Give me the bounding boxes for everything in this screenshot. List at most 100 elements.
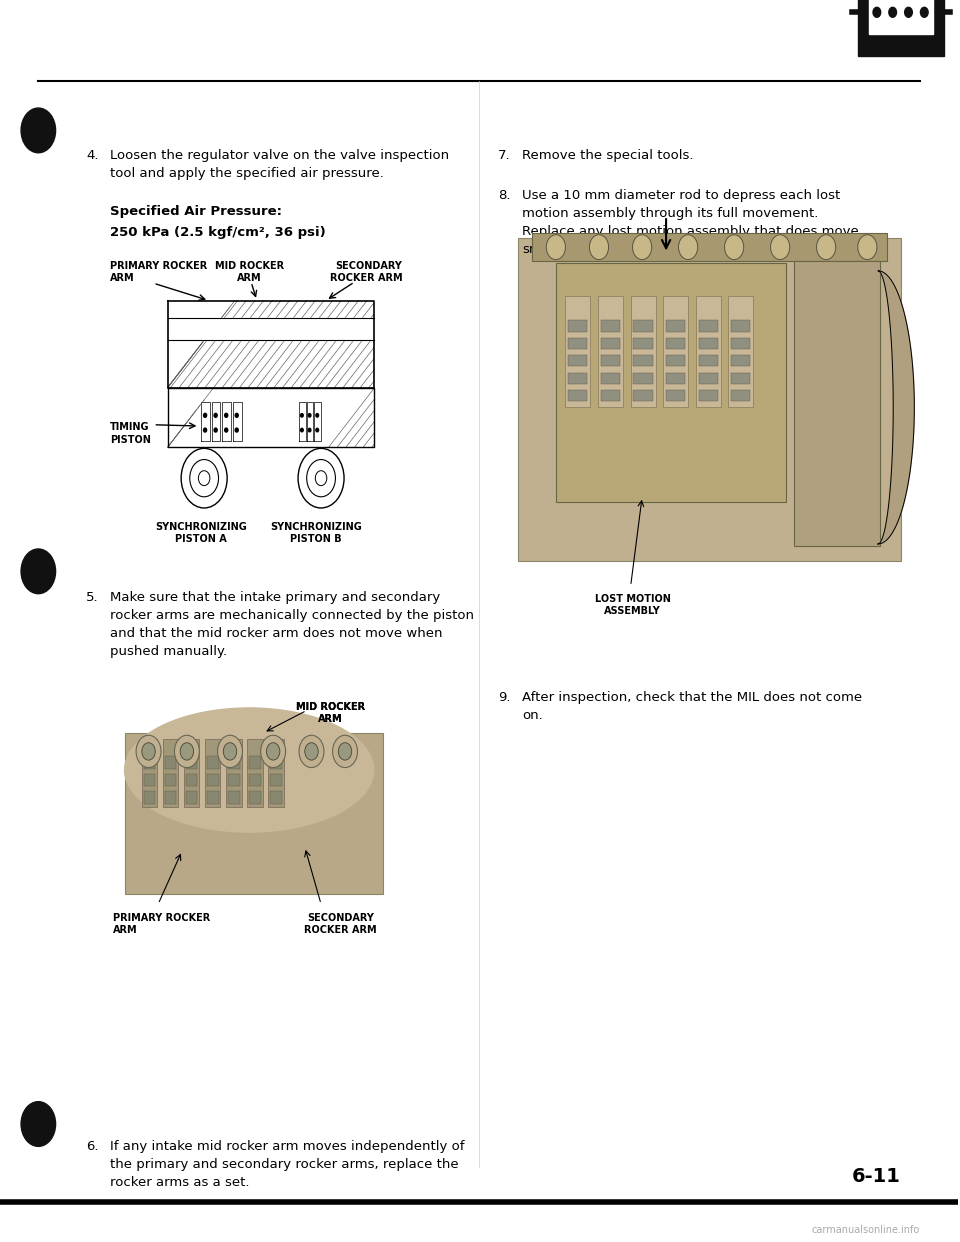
Bar: [532, 233, 886, 261]
Bar: [271, 774, 282, 786]
Bar: [732, 338, 751, 349]
Bar: [205, 739, 221, 807]
Bar: [269, 739, 284, 807]
Circle shape: [235, 414, 238, 417]
Bar: [568, 373, 588, 384]
Circle shape: [175, 735, 200, 768]
Bar: [666, 320, 685, 332]
Bar: [699, 390, 718, 401]
Bar: [634, 338, 653, 349]
Circle shape: [300, 428, 303, 432]
Text: Remove the special tools.: Remove the special tools.: [522, 149, 694, 161]
Circle shape: [771, 235, 790, 260]
Text: TIMING
PISTON: TIMING PISTON: [110, 422, 151, 445]
Circle shape: [316, 428, 319, 432]
Bar: [207, 774, 219, 786]
Circle shape: [308, 414, 311, 417]
Circle shape: [889, 7, 897, 17]
Text: MID ROCKER
ARM: MID ROCKER ARM: [296, 702, 365, 724]
Bar: [601, 373, 620, 384]
Text: SYNCHRONIZING
PISTON A: SYNCHRONIZING PISTON A: [156, 522, 247, 544]
Circle shape: [136, 735, 161, 768]
Bar: [601, 355, 620, 366]
Circle shape: [190, 460, 219, 497]
Text: 4.: 4.: [86, 149, 99, 161]
Text: 250 kPa (2.5 kgf/cm², 36 psi): 250 kPa (2.5 kgf/cm², 36 psi): [110, 226, 326, 238]
Circle shape: [214, 414, 217, 417]
Circle shape: [204, 428, 206, 432]
Circle shape: [225, 428, 228, 432]
Circle shape: [338, 743, 351, 760]
Bar: [271, 791, 282, 804]
Bar: [699, 320, 718, 332]
Bar: [202, 402, 210, 441]
Circle shape: [180, 743, 194, 760]
Circle shape: [21, 549, 56, 594]
Bar: [250, 756, 261, 769]
Bar: [212, 402, 221, 441]
Text: 5.: 5.: [86, 591, 99, 604]
Circle shape: [225, 414, 228, 417]
Bar: [663, 296, 688, 407]
Circle shape: [679, 235, 698, 260]
Bar: [601, 390, 620, 401]
Bar: [207, 791, 219, 804]
Bar: [794, 261, 879, 546]
Circle shape: [214, 428, 217, 432]
Bar: [144, 756, 156, 769]
Polygon shape: [877, 271, 914, 544]
Circle shape: [298, 448, 344, 508]
Text: After inspection, check that the MIL does not come
on.: After inspection, check that the MIL doe…: [522, 691, 862, 722]
Circle shape: [546, 235, 565, 260]
Circle shape: [267, 743, 280, 760]
Circle shape: [181, 448, 228, 508]
Bar: [299, 402, 305, 441]
Bar: [634, 355, 653, 366]
Text: 6-11: 6-11: [852, 1167, 900, 1186]
Text: Specified Air Pressure:: Specified Air Pressure:: [110, 205, 282, 217]
Bar: [163, 739, 179, 807]
Bar: [186, 756, 198, 769]
Bar: [250, 791, 261, 804]
Text: SYNCHRONIZING
PISTON B: SYNCHRONIZING PISTON B: [271, 522, 362, 544]
Text: Use a 10 mm diameter rod to depress each lost
motion assembly through its full m: Use a 10 mm diameter rod to depress each…: [522, 189, 859, 256]
Circle shape: [235, 428, 238, 432]
Bar: [598, 296, 623, 407]
Bar: [634, 390, 653, 401]
Bar: [666, 390, 685, 401]
Bar: [207, 756, 219, 769]
Text: PRIMARY ROCKER
ARM: PRIMARY ROCKER ARM: [113, 913, 210, 935]
Circle shape: [316, 414, 319, 417]
Text: SECONDARY
ROCKER ARM: SECONDARY ROCKER ARM: [304, 913, 376, 935]
Text: carmanualsonline.info: carmanualsonline.info: [812, 1225, 920, 1235]
Bar: [601, 320, 620, 332]
Circle shape: [308, 428, 311, 432]
Bar: [666, 338, 685, 349]
Bar: [732, 390, 751, 401]
Bar: [125, 733, 383, 894]
Circle shape: [21, 1102, 56, 1146]
Bar: [186, 774, 198, 786]
Text: MID ROCKER
ARM: MID ROCKER ARM: [296, 702, 365, 724]
Bar: [699, 338, 718, 349]
Bar: [223, 402, 231, 441]
Circle shape: [315, 471, 326, 486]
Text: Loosen the regulator valve on the valve inspection
tool and apply the specified : Loosen the regulator valve on the valve …: [110, 149, 449, 180]
Text: PRIMARY ROCKER
ARM: PRIMARY ROCKER ARM: [110, 261, 207, 283]
Bar: [144, 774, 156, 786]
Bar: [568, 390, 588, 401]
Bar: [517, 238, 900, 561]
Circle shape: [204, 414, 206, 417]
Bar: [250, 774, 261, 786]
Circle shape: [858, 235, 876, 260]
Text: 6.: 6.: [86, 1140, 99, 1153]
Bar: [144, 791, 156, 804]
Text: 9.: 9.: [498, 691, 511, 703]
Circle shape: [589, 235, 609, 260]
Bar: [666, 373, 685, 384]
Bar: [168, 318, 373, 340]
Bar: [168, 388, 373, 447]
Circle shape: [332, 735, 357, 768]
Bar: [634, 320, 653, 332]
Bar: [186, 791, 198, 804]
